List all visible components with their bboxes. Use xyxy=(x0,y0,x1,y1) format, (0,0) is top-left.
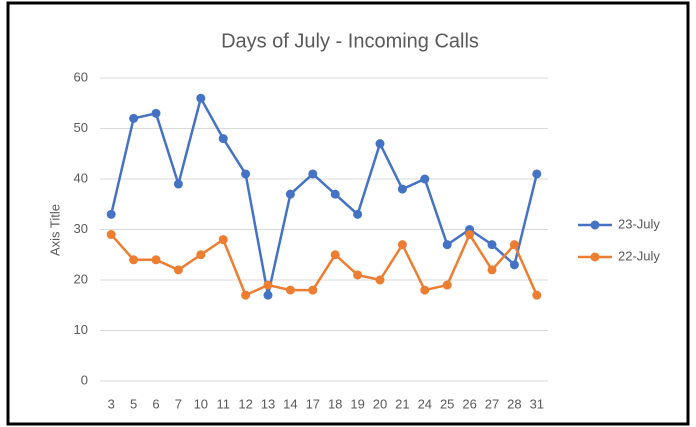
series-line xyxy=(110,231,538,297)
data-point xyxy=(196,93,206,103)
data-point xyxy=(241,169,251,179)
data-point xyxy=(487,240,497,250)
y-tick-label: 0 xyxy=(81,372,88,387)
data-point xyxy=(375,275,385,285)
data-point xyxy=(173,179,183,189)
data-point xyxy=(173,265,183,275)
x-tick-label: 5 xyxy=(130,396,137,411)
x-tick-label: 3 xyxy=(108,396,115,411)
data-point xyxy=(330,250,340,260)
x-tick-label: 28 xyxy=(507,396,521,411)
data-point xyxy=(442,240,452,250)
data-point xyxy=(532,290,542,300)
data-point xyxy=(532,169,542,179)
x-tick-label: 7 xyxy=(175,396,182,411)
legend-marker xyxy=(590,252,600,262)
data-point xyxy=(465,230,475,240)
chart-frame xyxy=(6,1,690,426)
data-point xyxy=(196,250,206,260)
x-tick-label: 27 xyxy=(485,396,499,411)
series-line xyxy=(109,94,539,296)
data-point xyxy=(241,290,251,300)
x-tick-label: 21 xyxy=(395,396,409,411)
x-tick-label: 13 xyxy=(261,396,275,411)
data-point xyxy=(420,174,430,184)
x-tick-label: 19 xyxy=(350,396,364,411)
data-point xyxy=(218,134,228,144)
data-point xyxy=(308,169,318,179)
y-tick-label: 10 xyxy=(74,322,88,337)
x-tick-label: 24 xyxy=(418,396,432,411)
legend-marker xyxy=(590,220,600,230)
data-point xyxy=(375,139,385,149)
x-tick-label: 17 xyxy=(306,396,320,411)
x-tick-label: 26 xyxy=(462,396,476,411)
chart-title: Days of July - Incoming Calls xyxy=(221,30,479,52)
x-tick-label: 10 xyxy=(194,396,208,411)
y-tick-label: 40 xyxy=(74,170,88,185)
data-point xyxy=(442,280,452,290)
data-point xyxy=(420,285,430,295)
y-tick-label: 60 xyxy=(74,69,88,84)
data-point xyxy=(353,270,363,280)
legend-label: 23-July xyxy=(618,216,660,231)
data-point xyxy=(263,290,273,300)
data-point xyxy=(151,255,161,265)
y-axis-title: Axis Title xyxy=(47,204,62,256)
data-point xyxy=(263,280,273,290)
data-point xyxy=(129,113,139,123)
data-point xyxy=(106,230,116,240)
data-point xyxy=(129,255,139,265)
x-tick-label: 6 xyxy=(152,396,159,411)
x-tick-label: 18 xyxy=(328,396,342,411)
data-point xyxy=(509,240,519,250)
data-point xyxy=(285,285,295,295)
x-tick-label: 12 xyxy=(238,396,252,411)
x-tick-label: 14 xyxy=(283,396,297,411)
data-point xyxy=(509,260,519,270)
data-point xyxy=(218,235,228,245)
data-point xyxy=(353,209,363,219)
data-point xyxy=(308,285,318,295)
legend-label: 22-July xyxy=(618,248,660,263)
y-tick-label: 50 xyxy=(74,120,88,135)
x-tick-label: 20 xyxy=(373,396,387,411)
data-point xyxy=(151,108,161,118)
y-tick-label: 30 xyxy=(74,221,88,236)
x-tick-label: 25 xyxy=(440,396,454,411)
data-point xyxy=(397,240,407,250)
y-tick-label: 20 xyxy=(74,271,88,286)
data-point xyxy=(106,209,116,219)
data-point xyxy=(285,189,295,199)
x-tick-label: 31 xyxy=(530,396,544,411)
data-point xyxy=(487,265,497,275)
data-point xyxy=(330,189,340,199)
x-tick-label: 11 xyxy=(216,396,230,411)
data-point xyxy=(397,184,407,194)
